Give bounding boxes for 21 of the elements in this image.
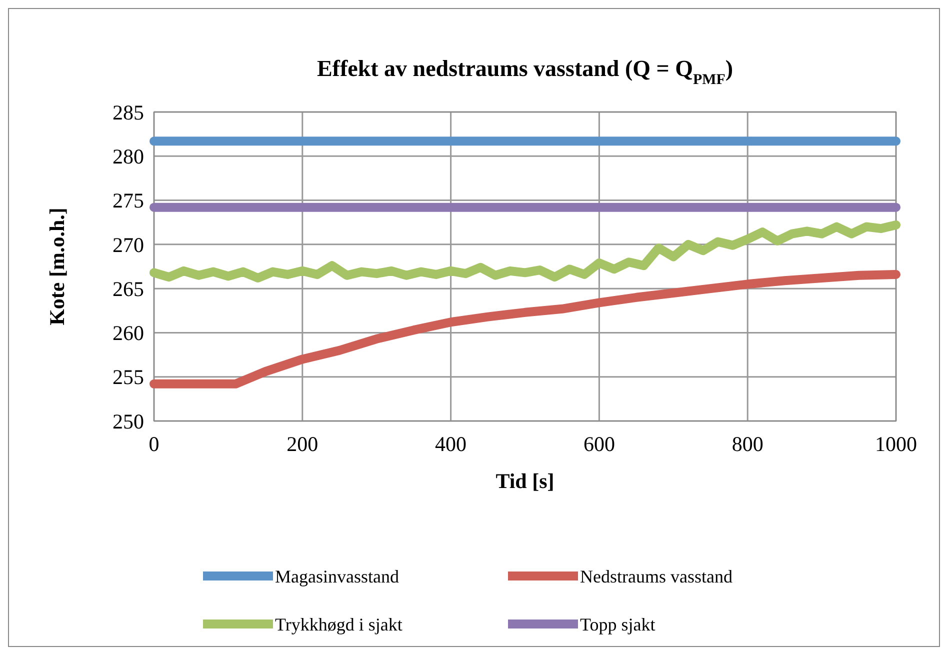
- y-tick-label: 275: [112, 188, 144, 213]
- x-axis-title: Tid [s]: [496, 469, 554, 493]
- x-tick-label: 200: [286, 432, 318, 456]
- y-tick-label: 285: [112, 100, 144, 124]
- y-tick-label: 270: [112, 232, 144, 257]
- x-tick-label: 600: [583, 432, 615, 456]
- legend-label: Trykkhøgd i sjakt: [275, 614, 402, 634]
- x-tick-label: 400: [435, 432, 467, 456]
- chart-title: Effekt av nedstraums vasstand (Q = Q$_{PMF}$): [316, 56, 734, 88]
- legend-label: Nedstraums vasstand: [580, 566, 732, 586]
- x-tick-label: 0: [148, 432, 160, 456]
- y-tick-label: 265: [112, 276, 144, 301]
- y-tick-label: 280: [112, 144, 144, 168]
- y-tick-label: 255: [112, 365, 144, 390]
- legend-label: Magasinvasstand: [275, 566, 399, 586]
- y-axis-title: Kote [m.o.h.]: [45, 208, 69, 326]
- x-tick-label: 800: [732, 432, 764, 456]
- x-tick-label: 1000: [875, 432, 917, 456]
- y-tick-label: 250: [112, 409, 144, 434]
- y-tick-label: 260: [112, 321, 144, 346]
- legend-label: Topp sjakt: [580, 614, 656, 634]
